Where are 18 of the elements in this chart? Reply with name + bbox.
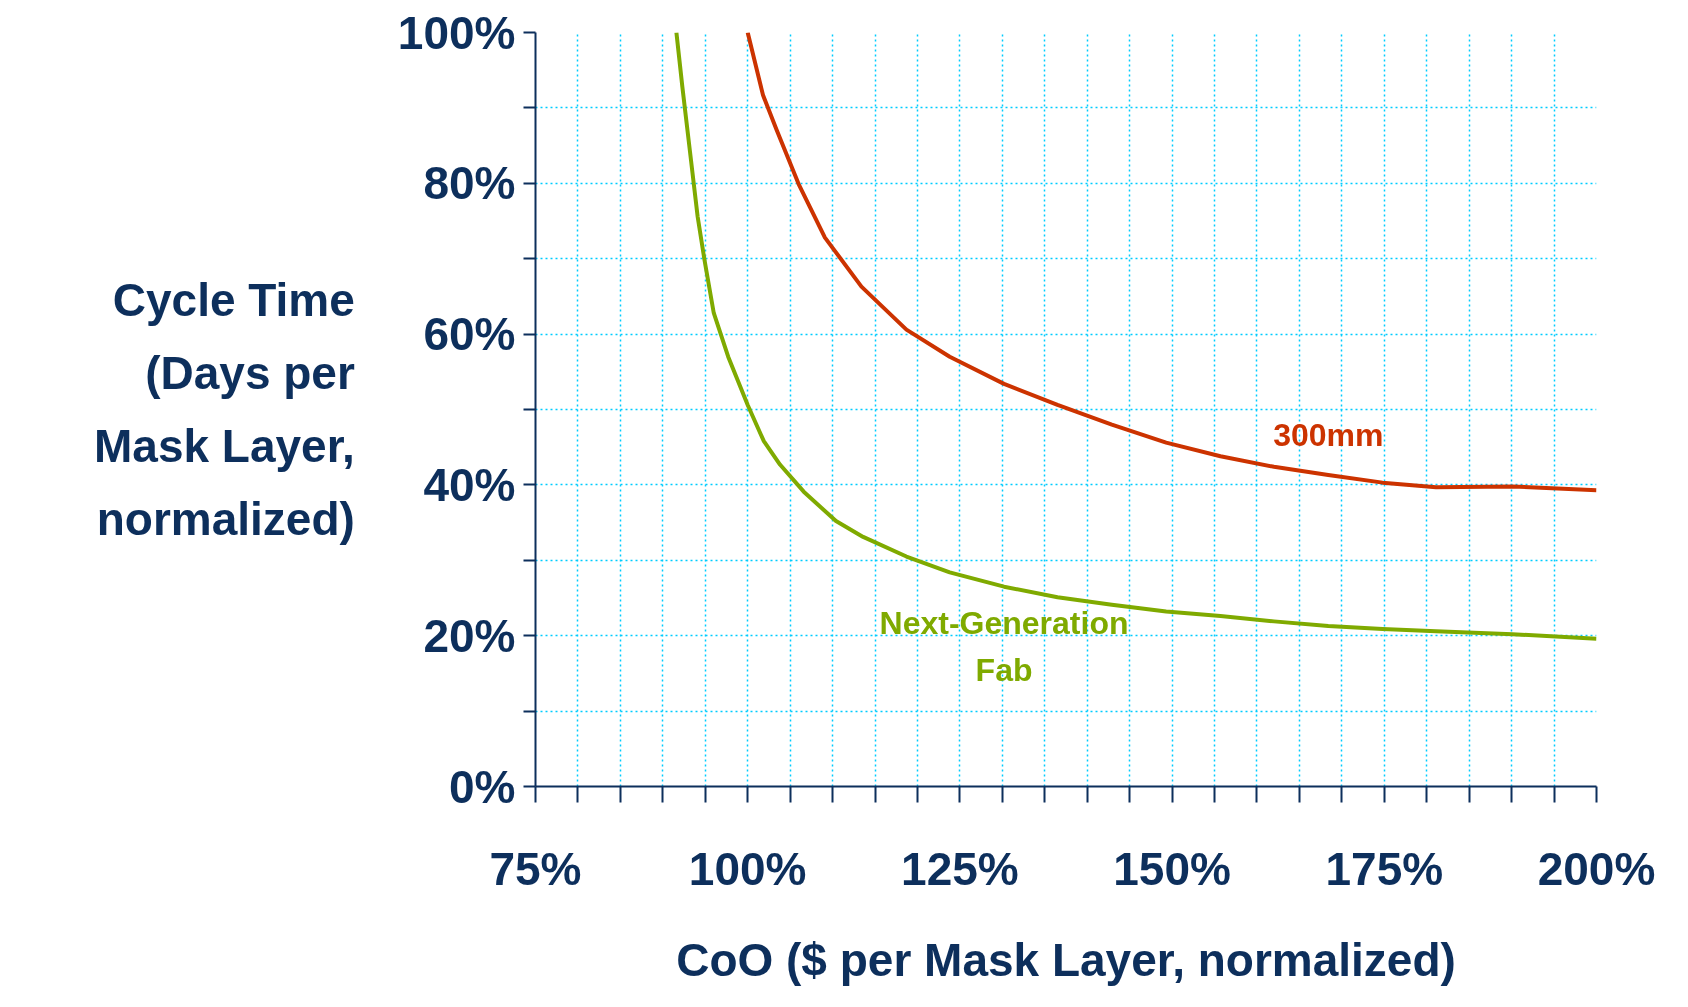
y-tick-label: 100% — [397, 6, 516, 59]
y-tick-label: 20% — [423, 609, 516, 662]
y-tick-label: 80% — [423, 157, 516, 210]
y-tick-label: 60% — [423, 308, 516, 361]
y-tick-label: 40% — [423, 458, 516, 511]
x-tick-label: 175% — [1325, 842, 1444, 895]
line-series — [674, 32, 1597, 641]
x-tick-label: 75% — [489, 842, 582, 895]
series-label: 300mm — [1273, 417, 1384, 454]
series-label: Next-Generation Fab — [879, 605, 1129, 689]
y-tick-label: 0% — [449, 760, 516, 813]
x-axis-title: CoO ($ per Mask Layer, normalized) — [676, 933, 1456, 986]
y-axis-title: Cycle Time (Days per Mask Layer, normalized) — [94, 274, 355, 545]
x-tick-label: 150% — [1113, 842, 1231, 895]
x-tick-label: 125% — [901, 842, 1019, 895]
x-tick-label: 200% — [1537, 842, 1656, 895]
line-series — [745, 32, 1597, 493]
x-tick-label: 100% — [688, 842, 807, 895]
